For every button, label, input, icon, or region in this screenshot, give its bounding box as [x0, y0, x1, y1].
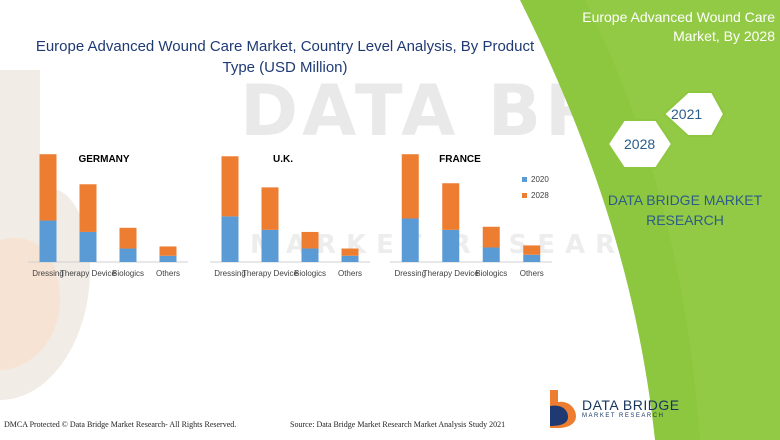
bar-germany-2028-0 [39, 154, 57, 221]
chart-title-1: U.K. [273, 154, 293, 165]
page-title: Europe Advanced Wound Care Market, Count… [30, 36, 540, 78]
hexagon-2028 [606, 119, 674, 169]
bar-france-2020-2 [482, 247, 500, 262]
brand-logo [550, 390, 576, 428]
research-line2: RESEARCH [646, 212, 724, 228]
tick-label: Biologics [475, 269, 507, 278]
tick-label: Biologics [112, 269, 144, 278]
page-title-line1: Europe Advanced Wound Care Market, Count… [35, 38, 535, 55]
bar-uk-2020-0 [221, 216, 239, 262]
bar-france-2020-0 [401, 218, 419, 262]
legend-swatch-2020 [522, 177, 527, 182]
dmca-notice: DMCA Protected © Data Bridge Market Rese… [4, 420, 237, 429]
legend-label-2028: 2028 [531, 191, 549, 200]
side-panel-title: Europe Advanced Wound Care Market, By 20… [545, 8, 775, 46]
watermark-subtext: MARKET RESEARCH [250, 230, 686, 260]
research-line1: DATA BRIDGE MARKET [607, 192, 763, 208]
tick-label: Therapy Device [60, 269, 117, 278]
page-title-line2: Type (USD Million) [222, 59, 348, 76]
bar-germany-2028-2 [119, 227, 137, 249]
bar-uk-2020-2 [301, 248, 319, 262]
research-label: DATA BRIDGE MARKET RESEARCH [590, 190, 780, 230]
tick-label: Therapy Device [242, 269, 299, 278]
tick-label: Dressing [32, 269, 64, 278]
source-note: Source: Data Bridge Market Research Mark… [290, 420, 506, 429]
bar-germany-2020-3 [159, 255, 177, 262]
bar-france-2028-2 [482, 226, 500, 248]
bar-uk-2028-3 [341, 248, 359, 256]
tick-label: Therapy Device [423, 269, 480, 278]
brand-name: DATA BRIDGE [582, 397, 680, 413]
bar-france-2028-3 [523, 245, 541, 255]
bar-uk-2020-1 [261, 229, 279, 262]
hex-year-2028: 2028 [624, 136, 656, 152]
side-panel-title-line1: Europe Advanced Wound Care [582, 9, 775, 25]
tick-label: Others [520, 269, 544, 278]
bar-france-2020-1 [442, 229, 460, 262]
legend-swatch-2028 [522, 193, 527, 198]
bar-germany-2020-1 [79, 231, 97, 262]
legend-label-2020: 2020 [531, 175, 549, 184]
bar-germany-2020-0 [39, 220, 57, 262]
bar-uk-2028-0 [221, 156, 239, 217]
bar-france-2020-3 [523, 254, 541, 262]
tick-label: Biologics [294, 269, 326, 278]
hexagon-2021 [662, 91, 726, 137]
tick-label: Dressing [214, 269, 246, 278]
bar-uk-2028-1 [261, 187, 279, 230]
bar-uk-2028-2 [301, 231, 319, 249]
bar-uk-2020-3 [341, 255, 359, 262]
bar-germany-2028-1 [79, 184, 97, 232]
chart-title-0: GERMANY [78, 154, 129, 165]
chart-title-2: FRANCE [439, 154, 481, 165]
hex-year-2021: 2021 [671, 106, 703, 122]
tick-label: Dressing [394, 269, 426, 278]
bar-germany-2020-2 [119, 248, 137, 262]
bar-france-2028-1 [442, 183, 460, 230]
tick-label: Others [338, 269, 362, 278]
tick-label: Others [156, 269, 180, 278]
side-panel-title-line2: Market, By 2028 [673, 28, 775, 44]
bar-germany-2028-3 [159, 246, 177, 256]
brand-tagline: MARKET RESEARCH [582, 413, 665, 419]
bar-france-2028-0 [401, 154, 419, 219]
